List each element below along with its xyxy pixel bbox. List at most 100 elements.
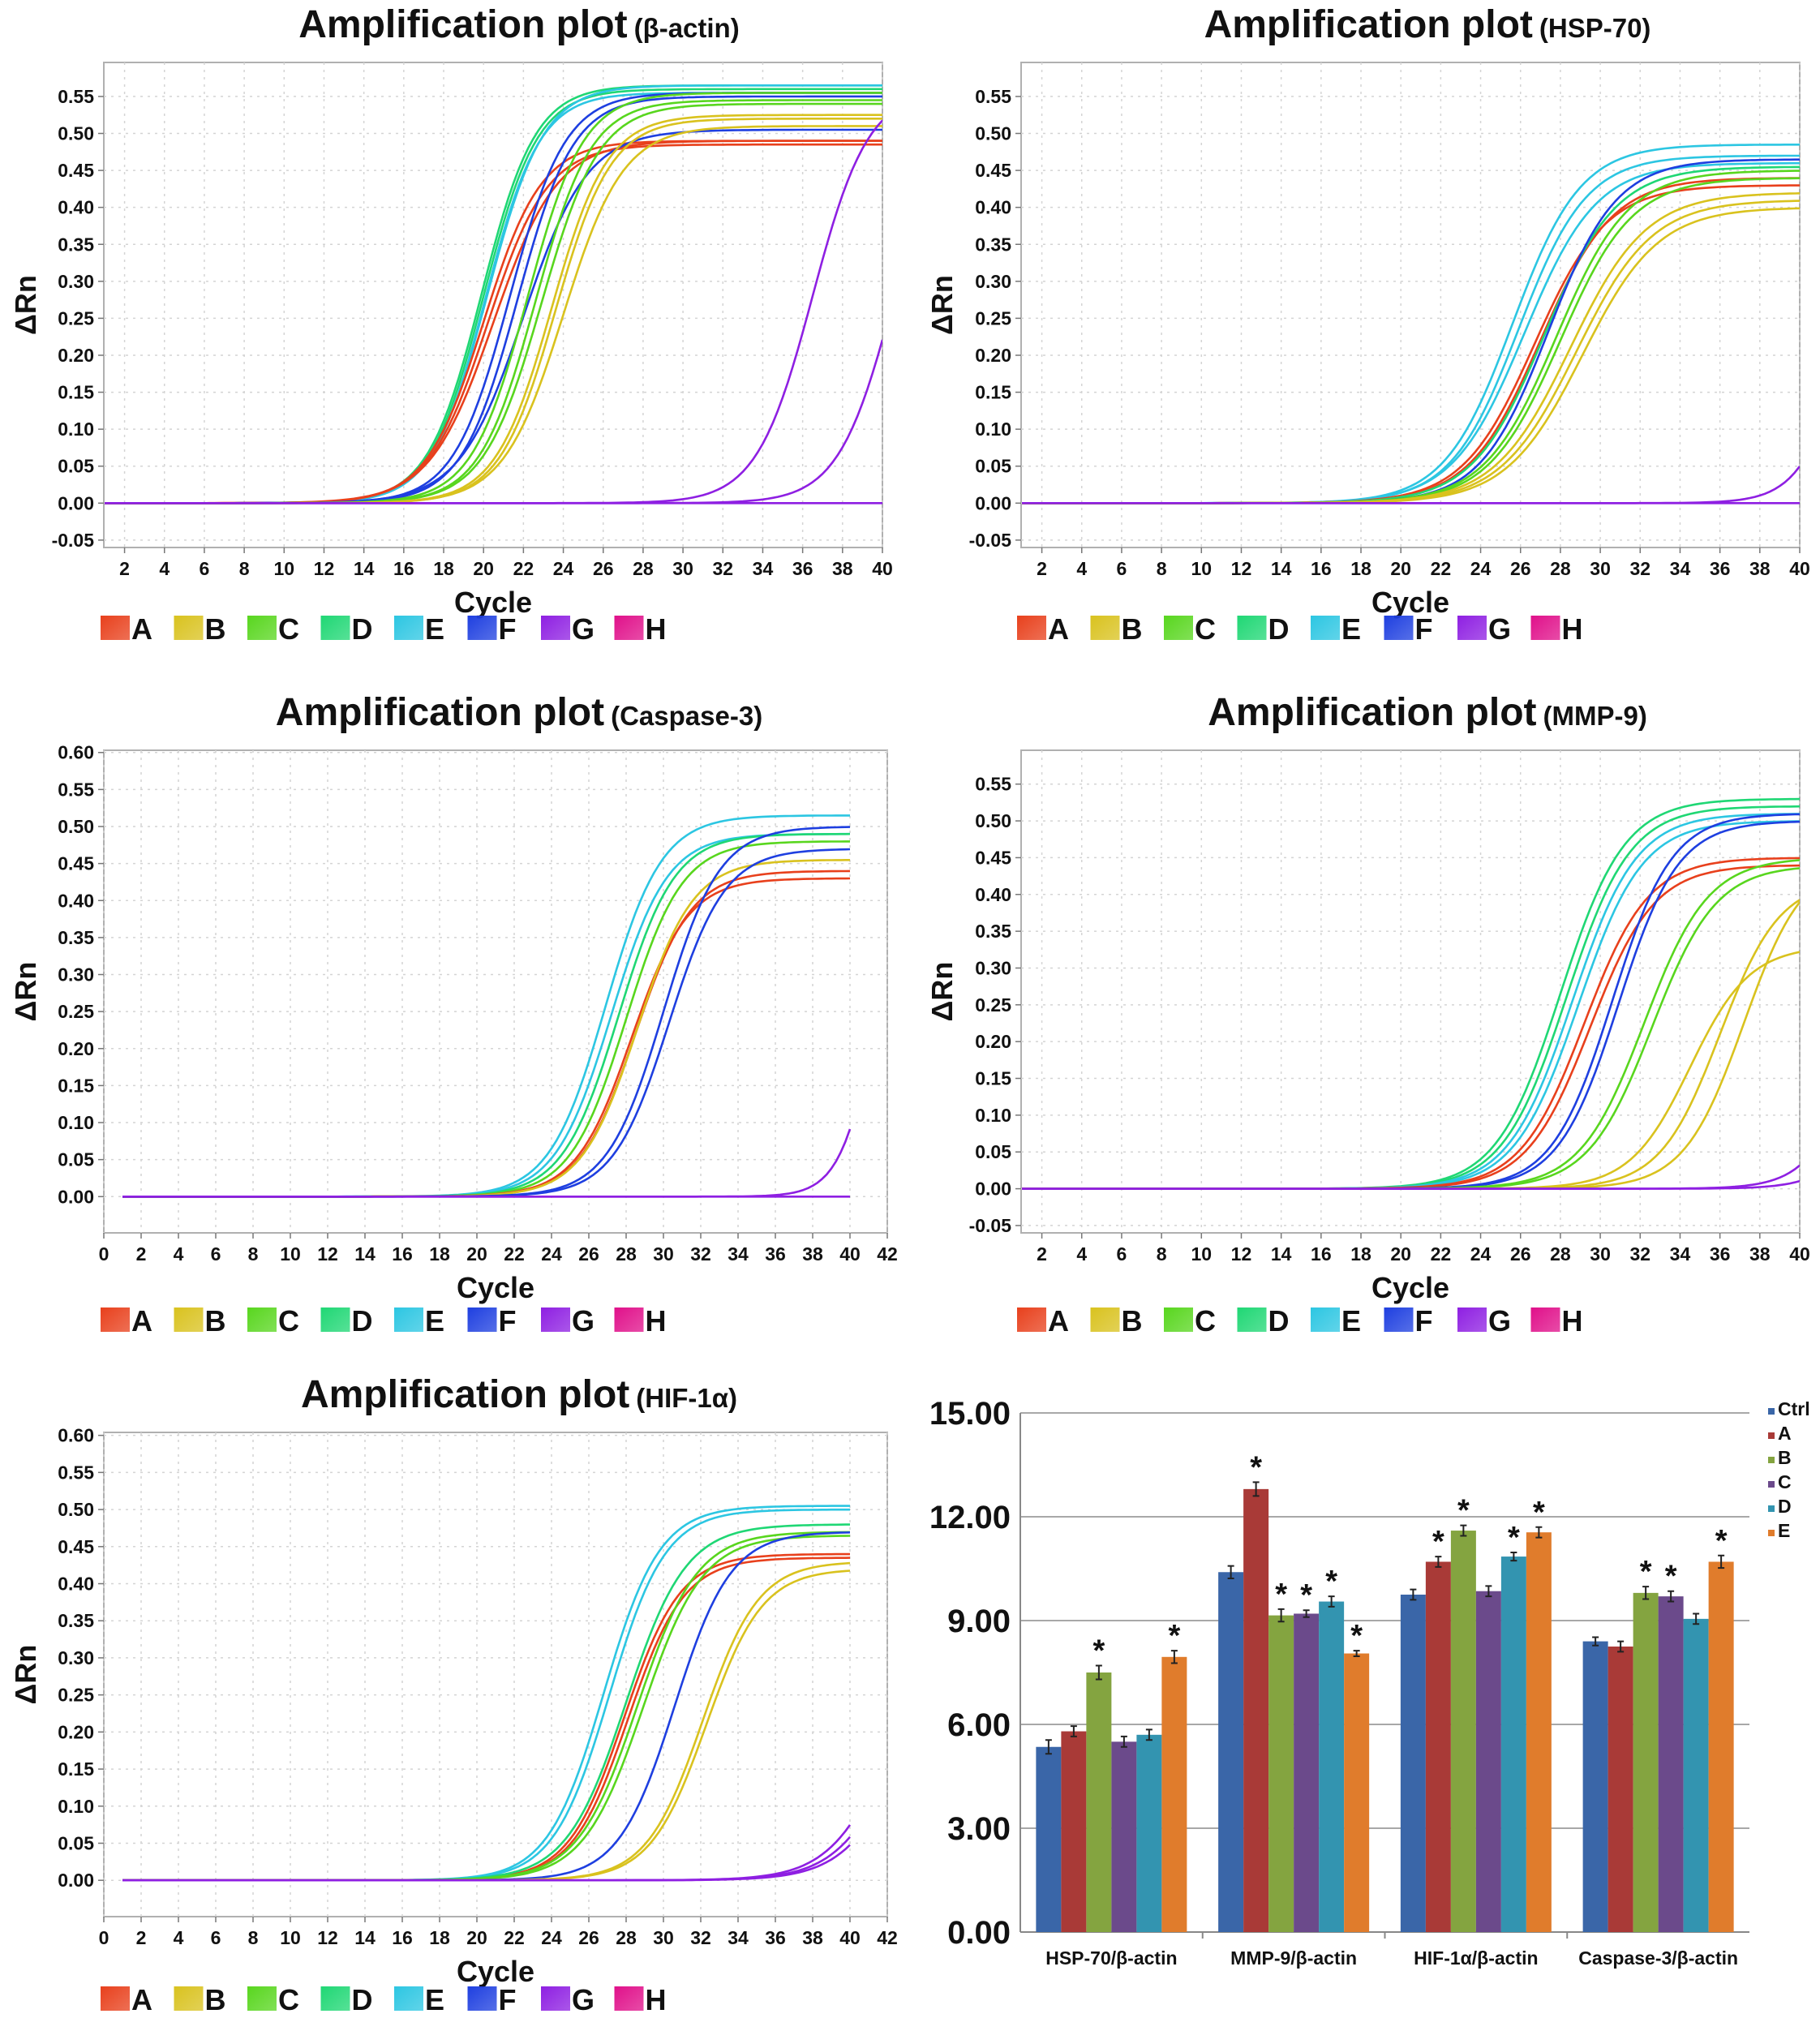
legend-label: D xyxy=(352,1304,373,1338)
error-bar xyxy=(1170,1650,1178,1664)
bar-A xyxy=(1425,1561,1451,1932)
legend-item-C: C xyxy=(1164,1304,1216,1338)
legend-swatch xyxy=(101,1307,130,1332)
chart-title-main: Amplification plot xyxy=(1204,3,1533,46)
legend-label: C xyxy=(278,1983,299,2016)
legend-swatch xyxy=(1768,1530,1775,1536)
x-tick-label: 10 xyxy=(1191,558,1212,579)
significance-star: * xyxy=(1457,1494,1470,1528)
error-bar xyxy=(1410,1588,1417,1601)
legend-swatch xyxy=(1164,1307,1193,1332)
y-tick-label: 0.00 xyxy=(58,1186,94,1207)
bar-A xyxy=(1061,1731,1087,1932)
legend-item-D: D xyxy=(1237,612,1290,646)
x-tick-label: 38 xyxy=(802,1927,823,1948)
x-tick-label: 10 xyxy=(273,558,294,579)
x-tick-label: 8 xyxy=(248,1243,259,1265)
y-tick-label: 0.10 xyxy=(58,1796,94,1817)
chart-title-main: Amplification plot xyxy=(301,1373,629,1416)
legend-swatch xyxy=(320,1307,350,1332)
y-tick-label: 0.10 xyxy=(975,419,1011,440)
y-tick-label: 0.45 xyxy=(58,853,94,874)
y-tick-label: 0.40 xyxy=(58,890,94,911)
legend-label: C xyxy=(278,1304,299,1338)
legend-swatch xyxy=(1768,1505,1775,1512)
x-tick-label: 34 xyxy=(1670,558,1691,579)
legend-swatch xyxy=(394,1307,423,1332)
x-tick-label: 8 xyxy=(239,558,250,579)
x-tick-label: 18 xyxy=(429,1927,450,1948)
x-tick-label: 36 xyxy=(765,1927,786,1948)
x-tick-label: 6 xyxy=(1117,558,1127,579)
legend-item-H: H xyxy=(614,1983,667,2016)
legend-item-B: B xyxy=(174,1304,226,1338)
y-tick-label: 6.00 xyxy=(947,1707,1011,1743)
plot-area xyxy=(1020,749,1801,1234)
plot-area xyxy=(103,1432,888,1917)
legend-item-D: D xyxy=(320,612,373,646)
y-tick-label: 0.45 xyxy=(58,1536,94,1557)
legend-label: E xyxy=(425,1304,444,1338)
x-tick-label: 40 xyxy=(839,1927,861,1948)
legend-item-C: C xyxy=(247,612,299,646)
y-tick-label: 9.00 xyxy=(947,1604,1011,1639)
legend-label: E xyxy=(1778,1520,1790,1541)
x-tick-label: 6 xyxy=(211,1927,221,1948)
x-tick-label: 32 xyxy=(690,1927,711,1948)
legend-swatch xyxy=(541,1307,570,1332)
x-tick-label: 36 xyxy=(1710,1243,1731,1265)
y-tick-label: 0.30 xyxy=(975,271,1011,292)
x-tick-label: 4 xyxy=(174,1243,184,1265)
legend-swatch xyxy=(1311,616,1340,640)
legend: A B C D E F G H xyxy=(101,612,667,646)
legend-item-D: D xyxy=(320,1304,373,1338)
legend-swatch xyxy=(247,1307,277,1332)
x-tick-label: 30 xyxy=(1590,1243,1611,1265)
legend-item-B: B xyxy=(1090,612,1143,646)
legend-item-E: E xyxy=(1768,1520,1790,1541)
legend-swatch xyxy=(174,1307,204,1332)
y-tick-label: 0.55 xyxy=(975,86,1011,107)
legend-item-A: A xyxy=(1768,1423,1792,1444)
x-tick-label: 34 xyxy=(753,558,774,579)
y-tick-label: 0.30 xyxy=(58,271,94,292)
chart-title: Amplification plot (Caspase-3) xyxy=(276,691,762,734)
legend-swatch xyxy=(1530,1307,1560,1332)
legend-swatch xyxy=(101,1986,130,2011)
legend-swatch xyxy=(1768,1457,1775,1463)
y-tick-label: 12.00 xyxy=(929,1500,1011,1535)
x-tick-label: 32 xyxy=(1629,1243,1650,1265)
legend-item-H: H xyxy=(614,612,667,646)
y-tick-label: 0.50 xyxy=(58,123,94,144)
x-tick-label: 28 xyxy=(633,558,654,579)
significance-star: * xyxy=(1092,1634,1105,1668)
legend-swatch xyxy=(174,616,204,640)
amplification-plot-panel: Amplification plot (β-actin)2 4 6 8 10 12 14 16 1… xyxy=(9,3,893,646)
legend-label: F xyxy=(499,1304,517,1338)
legend-label: G xyxy=(1488,612,1511,646)
legend-swatch xyxy=(1017,616,1046,640)
legend-item-E: E xyxy=(394,612,444,646)
legend-swatch xyxy=(541,616,570,640)
legend-label: B xyxy=(205,1304,226,1338)
y-tick-label: 0.10 xyxy=(58,419,94,440)
y-tick-label: 0.45 xyxy=(58,160,94,181)
legend-label: C xyxy=(1195,1304,1216,1338)
legend-item-B: B xyxy=(1090,1304,1143,1338)
legend-label: F xyxy=(499,612,517,646)
x-axis-label: Cycle xyxy=(457,1271,534,1304)
legend-label: G xyxy=(572,1983,595,2016)
x-tick-label: 18 xyxy=(429,1243,450,1265)
x-tick-label: 16 xyxy=(392,1927,413,1948)
legend-label: C xyxy=(1195,612,1216,646)
amplification-plot-panel: Amplification plot (Caspase-3)0 2 4 6 8 10 12 14… xyxy=(9,691,898,1338)
legend-swatch xyxy=(467,1986,497,2011)
legend-item-F: F xyxy=(467,1304,517,1338)
legend-item-D: D xyxy=(1768,1496,1792,1517)
legend-swatch xyxy=(1237,616,1267,640)
x-tick-label: 18 xyxy=(1350,1243,1371,1265)
y-tick-label: 0.55 xyxy=(975,774,1011,795)
legend-swatch xyxy=(1164,616,1193,640)
x-tick-label: 24 xyxy=(1470,558,1492,579)
y-tick-label: 0.00 xyxy=(58,492,94,513)
